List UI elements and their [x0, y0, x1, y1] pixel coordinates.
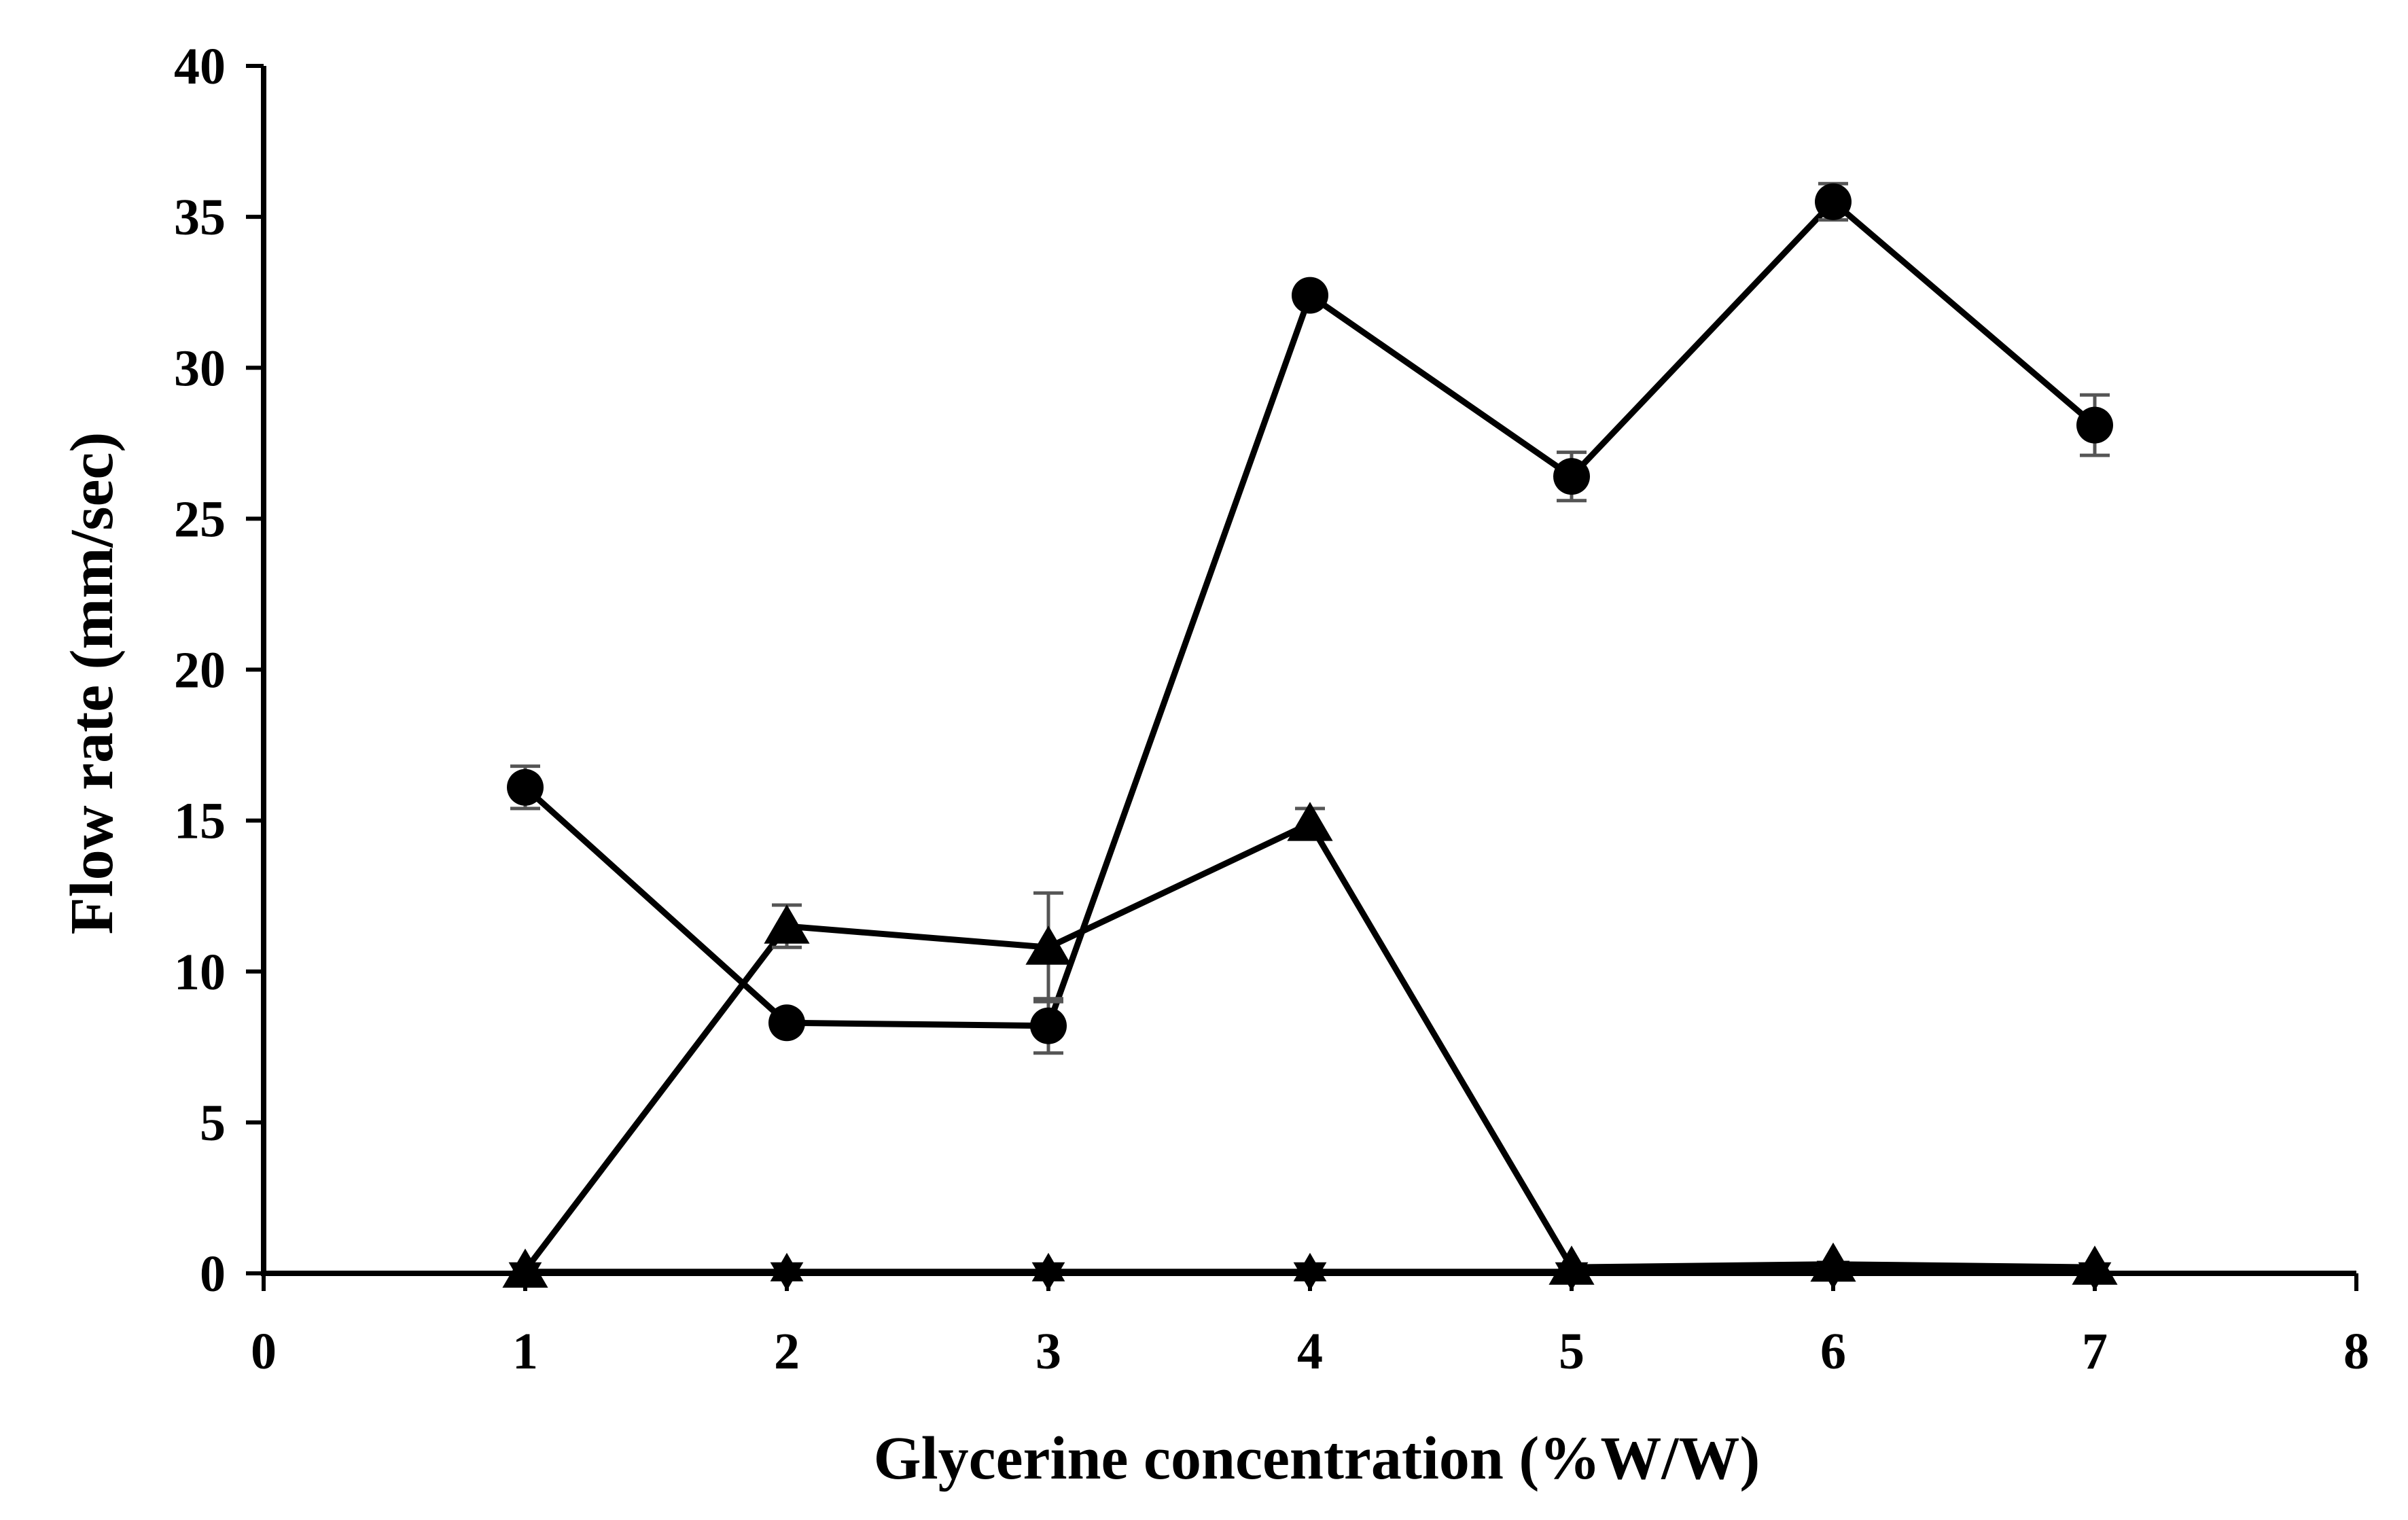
- y-tick-label: 20: [174, 642, 226, 699]
- y-axis-title: Flow rate (mm/sec): [58, 432, 126, 935]
- star-marker: [1031, 1262, 1065, 1291]
- triangle-marker: [1025, 925, 1072, 965]
- x-tick-label: 3: [1035, 1323, 1061, 1380]
- star-marker: [770, 1262, 804, 1291]
- y-tick-label: 40: [174, 38, 226, 95]
- circle-marker: [768, 1004, 805, 1042]
- y-tick-label: 30: [174, 340, 226, 397]
- y-tick-label: 25: [174, 491, 226, 548]
- x-tick-label: 0: [251, 1323, 277, 1380]
- x-tick-label: 6: [1820, 1323, 1846, 1380]
- axes: [246, 64, 2358, 1291]
- x-tick-label: 1: [512, 1323, 538, 1380]
- y-tick-label: 0: [200, 1245, 226, 1303]
- series-line: [523, 198, 2097, 1029]
- y-tick-label: 5: [200, 1095, 226, 1152]
- x-tick-label: 4: [1297, 1323, 1323, 1380]
- series-1: [507, 181, 2113, 1055]
- x-tick-label: 5: [1559, 1323, 1584, 1380]
- star-marker: [1555, 1262, 1589, 1291]
- circle-marker: [1815, 183, 1852, 220]
- star-marker: [1293, 1262, 1327, 1291]
- y-tick-label: 10: [174, 944, 226, 1001]
- circle-marker: [507, 768, 544, 806]
- y-tick-label: 15: [174, 793, 226, 850]
- x-tick-label: 2: [774, 1323, 800, 1380]
- star-marker: [508, 1262, 542, 1291]
- circle-marker: [1030, 1007, 1067, 1044]
- star-marker: [1816, 1260, 1850, 1290]
- triangle-marker: [764, 904, 810, 944]
- series-2: [502, 802, 2118, 1288]
- x-tick-label: 7: [2082, 1323, 2108, 1380]
- circle-marker: [2076, 406, 2113, 444]
- series-line: [523, 820, 2095, 1273]
- circle-marker: [1292, 277, 1328, 314]
- tick-labels: 0 5 10 15 20 25 30 35 40 0 1 2 3 4 5 6 7 8: [174, 38, 2369, 1380]
- circle-marker: [1553, 458, 1590, 495]
- x-axis-title: Glycerine concentration (%W/W): [874, 1425, 1760, 1492]
- y-tick-label: 35: [174, 189, 226, 246]
- series-3: [508, 1251, 2112, 1291]
- x-tick-label: 8: [2343, 1323, 2369, 1380]
- star-marker: [2078, 1262, 2112, 1291]
- triangle-marker: [1287, 802, 1333, 841]
- data-series: [502, 181, 2118, 1291]
